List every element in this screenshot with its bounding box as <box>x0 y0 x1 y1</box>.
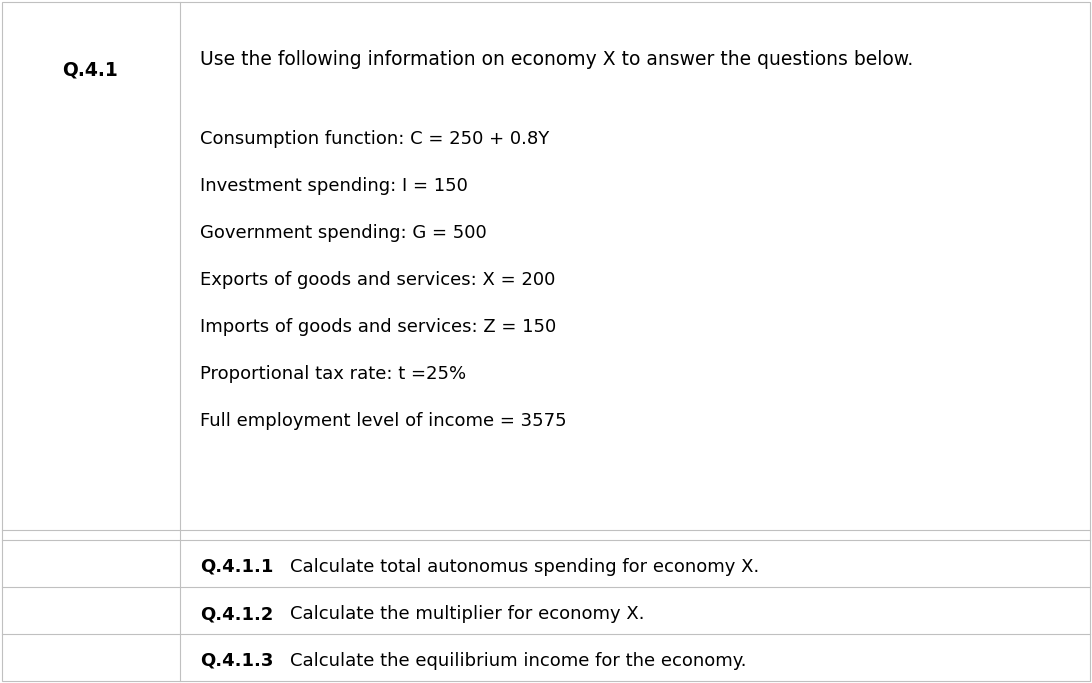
Text: Government spending: G = 500: Government spending: G = 500 <box>200 224 487 242</box>
Text: Use the following information on economy X to answer the questions below.: Use the following information on economy… <box>200 50 913 69</box>
Text: Q.4.1.1: Q.4.1.1 <box>200 558 273 576</box>
Text: Consumption function: C = 250 + 0.8Y: Consumption function: C = 250 + 0.8Y <box>200 130 549 148</box>
Text: Calculate total autonomus spending for economy X.: Calculate total autonomus spending for e… <box>290 558 759 576</box>
Text: Q.4.1.2: Q.4.1.2 <box>200 605 273 623</box>
Text: Q.4.1: Q.4.1 <box>62 60 118 79</box>
Text: Q.4.1.3: Q.4.1.3 <box>200 652 273 670</box>
Text: Calculate the equilibrium income for the economy.: Calculate the equilibrium income for the… <box>290 652 747 670</box>
Text: Calculate the multiplier for economy X.: Calculate the multiplier for economy X. <box>290 605 644 623</box>
Text: Investment spending: I = 150: Investment spending: I = 150 <box>200 177 467 195</box>
Text: Full employment level of income = 3575: Full employment level of income = 3575 <box>200 412 567 430</box>
Text: Proportional tax rate: t =25%: Proportional tax rate: t =25% <box>200 365 466 383</box>
Text: Exports of goods and services: X = 200: Exports of goods and services: X = 200 <box>200 271 556 289</box>
Text: Imports of goods and services: Z = 150: Imports of goods and services: Z = 150 <box>200 318 556 336</box>
